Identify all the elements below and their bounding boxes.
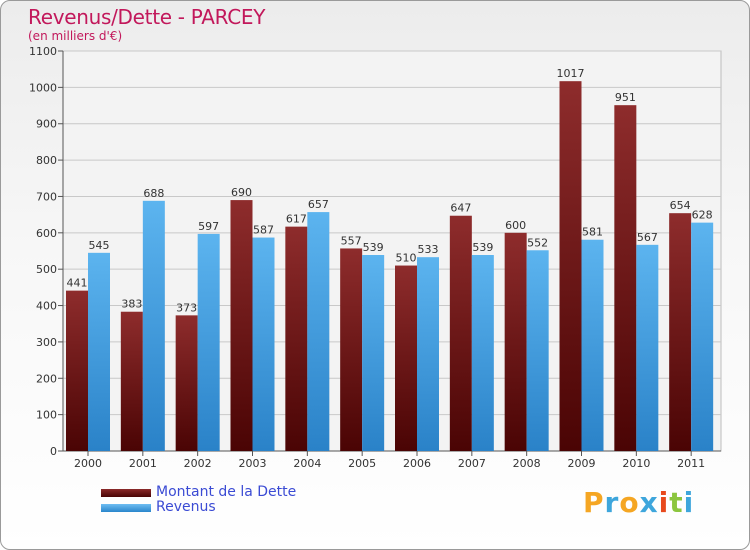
- x-tick-label: 2008: [513, 457, 541, 470]
- bar-revenus-2001: [142, 200, 165, 451]
- y-tick-label: 0: [50, 445, 57, 458]
- bar-revenus-2009: [581, 239, 604, 451]
- y-tick-label: 200: [36, 372, 57, 385]
- x-tick-label: 2003: [239, 457, 267, 470]
- y-tick-label: 700: [36, 190, 57, 203]
- legend-swatch-dette: [101, 489, 151, 497]
- data-label-dette-2005: 557: [341, 234, 362, 247]
- chart-title: Revenus/Dette - PARCEY: [28, 5, 266, 29]
- data-label-dette-2002: 373: [176, 301, 197, 314]
- data-label-dette-2004: 617: [286, 213, 307, 226]
- data-label-revenus-2011: 628: [692, 209, 713, 222]
- y-tick-label: 800: [36, 154, 57, 167]
- x-tick-label: 2004: [293, 457, 321, 470]
- y-tick-label: 600: [36, 227, 57, 240]
- data-label-dette-2008: 600: [505, 219, 526, 232]
- y-tick-label: 100: [36, 409, 57, 422]
- data-label-revenus-2010: 567: [637, 231, 658, 244]
- data-label-revenus-2004: 657: [308, 198, 329, 211]
- y-tick-label: 1000: [29, 81, 57, 94]
- logo-letter: o: [619, 486, 640, 519]
- y-tick-label: 500: [36, 263, 57, 276]
- data-label-dette-2009: 1017: [557, 67, 585, 80]
- bar-revenus-2005: [362, 255, 385, 451]
- y-tick-label: 400: [36, 300, 57, 313]
- logo-letter: t: [669, 486, 684, 519]
- x-tick-label: 2002: [184, 457, 212, 470]
- bar-dette-2008: [504, 232, 527, 451]
- x-tick-label: 2007: [458, 457, 486, 470]
- data-label-dette-2001: 383: [121, 298, 142, 311]
- legend-label-revenus: Revenus: [156, 499, 216, 515]
- data-label-revenus-2009: 581: [582, 226, 603, 239]
- bar-dette-2011: [669, 213, 692, 451]
- x-tick-label: 2005: [348, 457, 376, 470]
- data-label-dette-2007: 647: [450, 202, 471, 215]
- x-tick-label: 2001: [129, 457, 157, 470]
- bar-dette-2009: [559, 81, 582, 451]
- bar-dette-2010: [614, 105, 637, 451]
- bar-revenus-2006: [417, 257, 439, 451]
- data-label-revenus-2006: 533: [418, 243, 439, 256]
- data-label-dette-2010: 951: [615, 91, 636, 104]
- bar-dette-2001: [120, 311, 143, 451]
- data-label-revenus-2000: 545: [89, 239, 110, 252]
- data-label-revenus-2003: 587: [253, 224, 274, 237]
- bar-dette-2006: [395, 265, 417, 451]
- logo-letter: x: [639, 486, 659, 519]
- data-label-dette-2011: 654: [670, 199, 691, 212]
- data-label-revenus-2007: 539: [472, 241, 493, 254]
- data-label-dette-2000: 441: [67, 277, 88, 290]
- y-tick-label: 300: [36, 336, 57, 349]
- y-tick-label: 900: [36, 118, 57, 131]
- logo-letter: i: [683, 486, 695, 519]
- legend-swatch-revenus: [101, 504, 151, 512]
- logo-letter: P: [583, 486, 605, 519]
- legend-label-dette: Montant de la Dette: [156, 484, 297, 500]
- logo-letter: i: [658, 486, 670, 519]
- data-label-dette-2006: 510: [396, 252, 417, 265]
- data-label-revenus-2005: 539: [363, 241, 384, 254]
- proxiti-logo: Proxiti: [583, 486, 694, 519]
- bar-dette-2000: [66, 290, 88, 451]
- bar-dette-2007: [449, 215, 472, 451]
- x-tick-label: 2011: [677, 457, 705, 470]
- bar-revenus-2002: [197, 233, 220, 451]
- logo-letter: r: [604, 486, 620, 519]
- y-tick-label: 1100: [29, 45, 57, 58]
- x-tick-label: 2010: [622, 457, 650, 470]
- bar-dette-2002: [175, 315, 198, 451]
- data-label-revenus-2001: 688: [143, 187, 164, 200]
- chart-subtitle: (en milliers d'€): [28, 29, 123, 43]
- data-label-revenus-2002: 597: [198, 220, 219, 233]
- bar-revenus-2004: [307, 212, 330, 451]
- bar-dette-2004: [285, 226, 308, 451]
- data-label-revenus-2008: 552: [527, 236, 548, 249]
- x-tick-label: 2000: [74, 457, 102, 470]
- bar-revenus-2007: [471, 255, 494, 451]
- x-tick-label: 2006: [403, 457, 431, 470]
- data-label-dette-2003: 690: [231, 186, 252, 199]
- bar-revenus-2011: [691, 222, 714, 451]
- bar-dette-2003: [230, 200, 253, 451]
- bar-revenus-2008: [526, 250, 549, 451]
- bar-dette-2005: [340, 248, 363, 451]
- bar-revenus-2003: [252, 237, 275, 451]
- bar-revenus-2000: [88, 252, 110, 451]
- bar-revenus-2010: [636, 244, 659, 451]
- plot-area: [62, 50, 722, 452]
- x-tick-label: 2009: [568, 457, 596, 470]
